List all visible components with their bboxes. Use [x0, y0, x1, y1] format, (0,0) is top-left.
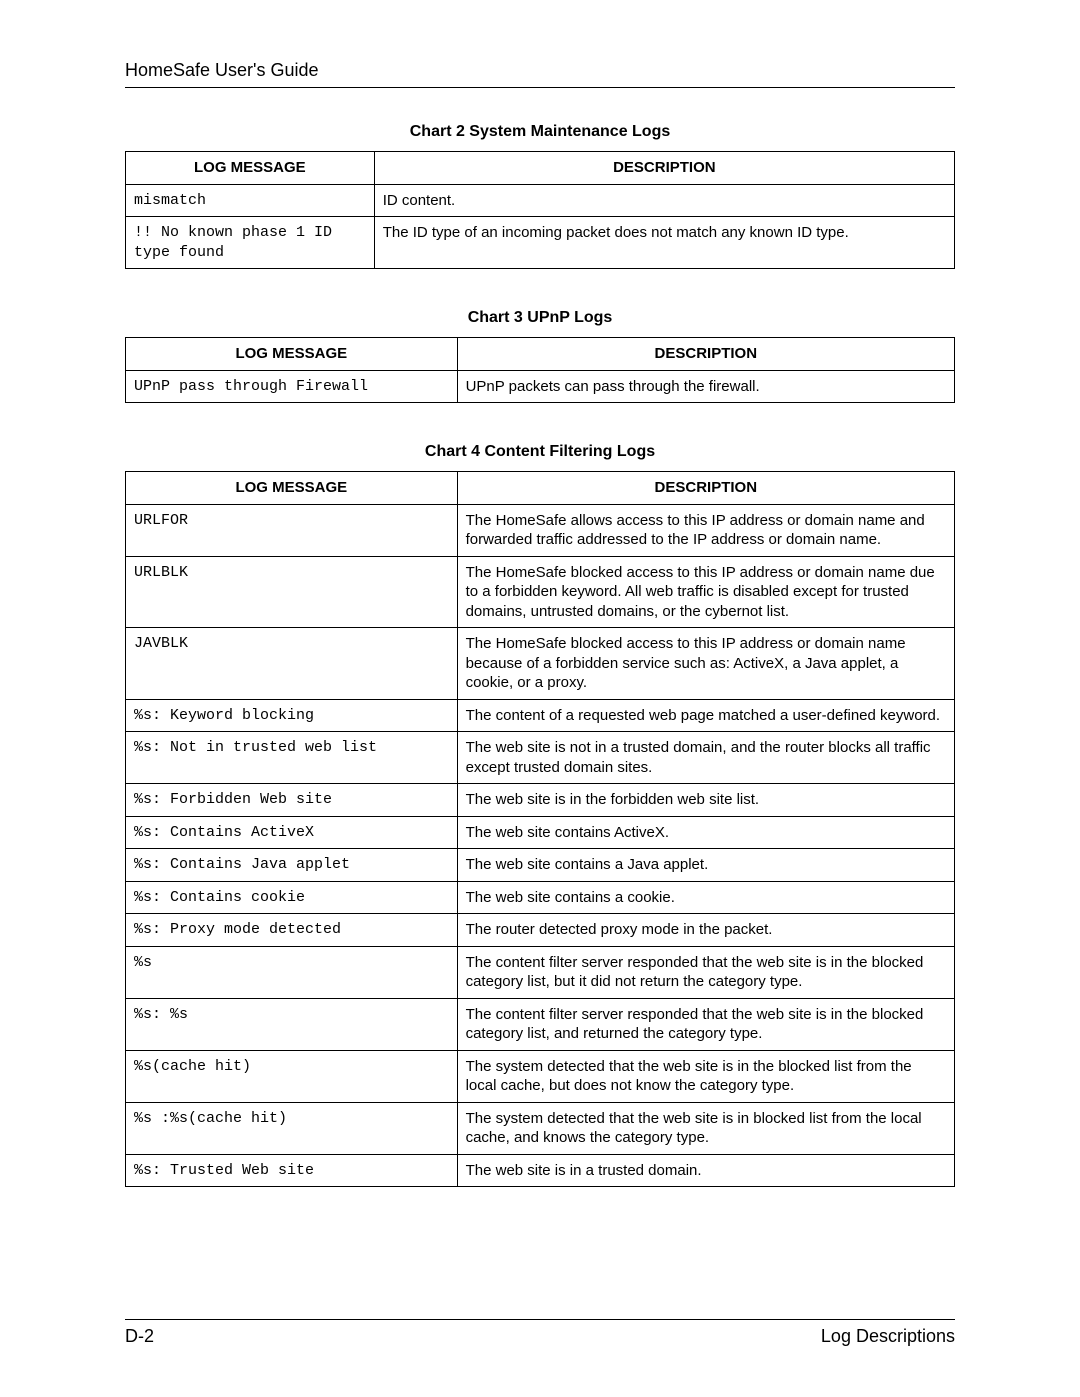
table-row: %s: Contains Java applet The web site co…	[126, 849, 955, 882]
log-message-cell: %s: %s	[126, 998, 458, 1050]
table-header-row: LOG MESSAGE DESCRIPTION	[126, 338, 955, 371]
description-cell: The system detected that the web site is…	[457, 1050, 954, 1102]
column-header-description: DESCRIPTION	[374, 152, 954, 185]
description-cell: The content filter server responded that…	[457, 946, 954, 998]
chart-2-table: LOG MESSAGE DESCRIPTION mismatch ID cont…	[125, 151, 955, 269]
table-row: !! No known phase 1 ID type found The ID…	[126, 217, 955, 269]
table-row: %s: Forbidden Web site The web site is i…	[126, 784, 955, 817]
table-row: JAVBLK The HomeSafe blocked access to th…	[126, 628, 955, 700]
table-row: %s: Contains cookie The web site contain…	[126, 881, 955, 914]
table-row: %s: Keyword blocking The content of a re…	[126, 699, 955, 732]
table-row: %s(cache hit) The system detected that t…	[126, 1050, 955, 1102]
page-header: HomeSafe User's Guide	[125, 60, 955, 88]
description-cell: ID content.	[374, 184, 954, 217]
log-message-cell: %s: Forbidden Web site	[126, 784, 458, 817]
log-message-cell: %s: Contains cookie	[126, 881, 458, 914]
chart-4-table: LOG MESSAGE DESCRIPTION URLFOR The HomeS…	[125, 471, 955, 1187]
description-cell: The ID type of an incoming packet does n…	[374, 217, 954, 269]
footer-rule	[125, 1319, 955, 1320]
log-message-cell: %s: Proxy mode detected	[126, 914, 458, 947]
table-row: %s: Proxy mode detected The router detec…	[126, 914, 955, 947]
column-header-log-message: LOG MESSAGE	[126, 472, 458, 505]
table-row: UPnP pass through Firewall UPnP packets …	[126, 370, 955, 403]
log-message-cell: URLFOR	[126, 504, 458, 556]
table-row: mismatch ID content.	[126, 184, 955, 217]
description-cell: The web site contains ActiveX.	[457, 816, 954, 849]
log-message-cell: !! No known phase 1 ID type found	[126, 217, 375, 269]
description-cell: The web site is in the forbidden web sit…	[457, 784, 954, 817]
log-message-cell: %s: Not in trusted web list	[126, 732, 458, 784]
description-cell: The HomeSafe blocked access to this IP a…	[457, 628, 954, 700]
table-header-row: LOG MESSAGE DESCRIPTION	[126, 152, 955, 185]
description-cell: The router detected proxy mode in the pa…	[457, 914, 954, 947]
page-footer: D-2 Log Descriptions	[125, 1319, 955, 1347]
chart-3-table: LOG MESSAGE DESCRIPTION UPnP pass throug…	[125, 337, 955, 403]
log-message-cell: UPnP pass through Firewall	[126, 370, 458, 403]
table-row: %s: %s The content filter server respond…	[126, 998, 955, 1050]
description-cell: The web site contains a Java applet.	[457, 849, 954, 882]
description-cell: The HomeSafe blocked access to this IP a…	[457, 556, 954, 628]
description-cell: The web site is not in a trusted domain,…	[457, 732, 954, 784]
log-message-cell: %s	[126, 946, 458, 998]
chart-2-title: Chart 2 System Maintenance Logs	[125, 123, 955, 141]
page-number: D-2	[125, 1326, 154, 1347]
description-cell: The content filter server responded that…	[457, 998, 954, 1050]
footer-content: D-2 Log Descriptions	[125, 1326, 955, 1347]
log-message-cell: URLBLK	[126, 556, 458, 628]
footer-section-title: Log Descriptions	[821, 1326, 955, 1347]
table-row: %s The content filter server responded t…	[126, 946, 955, 998]
description-cell: The content of a requested web page matc…	[457, 699, 954, 732]
header-title: HomeSafe User's Guide	[125, 60, 955, 81]
description-cell: The web site contains a cookie.	[457, 881, 954, 914]
description-cell: The web site is in a trusted domain.	[457, 1154, 954, 1187]
table-header-row: LOG MESSAGE DESCRIPTION	[126, 472, 955, 505]
table-row: %s: Trusted Web site The web site is in …	[126, 1154, 955, 1187]
log-message-cell: %s: Keyword blocking	[126, 699, 458, 732]
column-header-description: DESCRIPTION	[457, 472, 954, 505]
table-row: %s :%s(cache hit) The system detected th…	[126, 1102, 955, 1154]
chart-4-title: Chart 4 Content Filtering Logs	[125, 443, 955, 461]
table-row: %s: Contains ActiveX The web site contai…	[126, 816, 955, 849]
table-row: URLBLK The HomeSafe blocked access to th…	[126, 556, 955, 628]
log-message-cell: %s: Trusted Web site	[126, 1154, 458, 1187]
column-header-log-message: LOG MESSAGE	[126, 152, 375, 185]
log-message-cell: %s: Contains Java applet	[126, 849, 458, 882]
main-content: Chart 2 System Maintenance Logs LOG MESS…	[125, 123, 955, 1187]
chart-3-title: Chart 3 UPnP Logs	[125, 309, 955, 327]
column-header-log-message: LOG MESSAGE	[126, 338, 458, 371]
description-cell: The HomeSafe allows access to this IP ad…	[457, 504, 954, 556]
column-header-description: DESCRIPTION	[457, 338, 954, 371]
description-cell: UPnP packets can pass through the firewa…	[457, 370, 954, 403]
table-row: URLFOR The HomeSafe allows access to thi…	[126, 504, 955, 556]
log-message-cell: JAVBLK	[126, 628, 458, 700]
log-message-cell: %s :%s(cache hit)	[126, 1102, 458, 1154]
header-rule	[125, 87, 955, 88]
log-message-cell: %s(cache hit)	[126, 1050, 458, 1102]
table-row: %s: Not in trusted web list The web site…	[126, 732, 955, 784]
log-message-cell: %s: Contains ActiveX	[126, 816, 458, 849]
log-message-cell: mismatch	[126, 184, 375, 217]
description-cell: The system detected that the web site is…	[457, 1102, 954, 1154]
